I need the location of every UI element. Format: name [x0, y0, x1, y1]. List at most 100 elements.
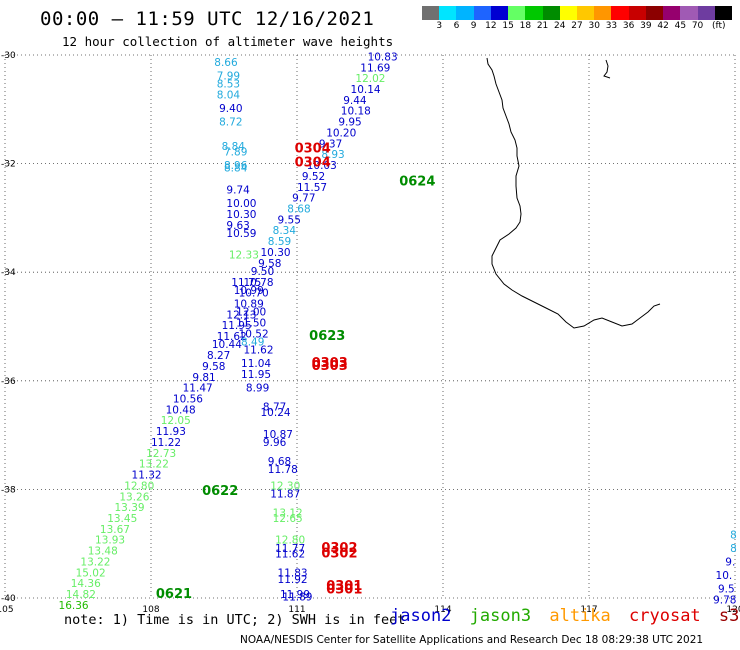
- wave-height-label: 9.44: [343, 95, 367, 107]
- wave-height-label: 8.84: [224, 163, 248, 175]
- x-tick-label: 117: [580, 605, 597, 615]
- wave-height-label: 11.95: [241, 369, 271, 381]
- wave-height-label: 8.99: [246, 383, 269, 395]
- wave-height-label: 12.80: [124, 480, 154, 492]
- wave-height-label: 10.44: [212, 339, 242, 351]
- wave-height-label: 9.63: [226, 220, 249, 232]
- track-time-label: 0622: [202, 484, 238, 499]
- wave-height-label: 11.89: [282, 592, 312, 604]
- legend-jason2: jason2: [390, 606, 452, 626]
- colorbar-label: 42: [657, 21, 669, 31]
- legend-altika: altika: [549, 606, 611, 626]
- wave-height-label: 8.53: [217, 79, 240, 91]
- colorbar-label: 3: [436, 21, 443, 31]
- wave-height-label: 14.36: [71, 578, 101, 590]
- colorbar-label: 6: [453, 21, 460, 31]
- wave-height-label: 9.: [725, 556, 735, 568]
- wave-height-label: 10.18: [341, 106, 371, 118]
- colorbar-swatch: [611, 6, 629, 20]
- axis-tick-labels: 105 108 111 114 117 120 -30 -32 -34 -36 -38 -40: [0, 51, 740, 615]
- page-subtitle: 12 hour collection of altimeter wave hei…: [62, 34, 394, 49]
- wave-height-label: 11.93: [156, 426, 186, 438]
- wave-height-label: 8.27: [207, 350, 230, 362]
- x-tick-label: 108: [142, 605, 159, 615]
- wave-height-label: 10.30: [261, 247, 291, 259]
- track-time-label: 0303: [312, 359, 348, 374]
- wave-height-label: 13.93: [95, 535, 125, 547]
- colorbar-swatch: [456, 6, 474, 20]
- track-time-label: 0623: [309, 329, 345, 344]
- wave-height-label: 14.82: [66, 589, 96, 601]
- wave-height-label: 9.74: [226, 184, 250, 196]
- colorbar-swatch: [508, 6, 526, 20]
- colorbar-swatch: [422, 6, 440, 20]
- wave-height-label: 11.32: [132, 470, 162, 482]
- y-tick-label: -30: [1, 51, 16, 61]
- colorbar-label: 15: [502, 21, 514, 31]
- colorbar-swatch: [645, 6, 664, 20]
- wave-height-label: 12.13: [226, 309, 256, 321]
- wave-height-label: 10.89: [234, 298, 264, 310]
- colorbar-swatch: [594, 6, 612, 20]
- wave-height-label: 9.55: [278, 214, 301, 226]
- wave-height-label: 8.59: [268, 236, 291, 248]
- colorbar-label: 12: [485, 21, 497, 31]
- wave-height-label: 8: [730, 529, 737, 541]
- wave-height-label: 12.05: [161, 415, 191, 427]
- colorbar-swatch: [439, 6, 457, 20]
- y-tick-label: -32: [1, 160, 16, 170]
- wave-height-label: 9.68: [268, 456, 291, 468]
- colorbar-swatch: [576, 6, 595, 20]
- wave-height-label: 11.50: [236, 318, 266, 330]
- wave-height-label: 11.69: [360, 62, 390, 74]
- wave-height-label: 15.02: [76, 567, 106, 579]
- colorbar-label: 33: [605, 21, 618, 31]
- wave-height-values: 10.8311.6912.0210.149.4410.189.9510.209.…: [59, 51, 737, 611]
- colorbar-swatch: [680, 6, 698, 20]
- track-time-label: 0304: [295, 155, 331, 170]
- wave-height-label: 10.03: [307, 160, 337, 172]
- wave-height-label: 10.87: [263, 429, 293, 441]
- legend-s3a: s3a: [718, 606, 740, 626]
- satellite-legend: jason2 jason3 altika cryosat s3a: [390, 606, 740, 626]
- wave-height-label: 9.77: [292, 193, 315, 205]
- track-time-label: 0302: [321, 541, 357, 556]
- wave-height-label: 13.48: [88, 546, 118, 558]
- x-tick-label: 120: [726, 605, 740, 615]
- wave-height-label: 10.83: [368, 51, 398, 63]
- wave-height-label: 11.75: [231, 277, 261, 289]
- colorbar-label: 30: [588, 21, 600, 31]
- wave-height-label: 11.62: [243, 345, 273, 357]
- colorbar-label: 45: [674, 21, 687, 31]
- track-time-label: 0302: [321, 546, 357, 561]
- wave-height-label: 9.37: [319, 138, 342, 150]
- wave-height-label: 10.00: [226, 198, 256, 210]
- wave-height-label: 10.24: [261, 407, 291, 419]
- colorbar-swatch: [714, 6, 732, 20]
- wave-height-label: 12.33: [229, 250, 259, 262]
- x-tick-label: 114: [434, 605, 451, 615]
- colorbar-label: 36: [622, 21, 635, 31]
- wave-height-label: 11.92: [278, 574, 308, 586]
- colorbar-swatch: [490, 6, 509, 20]
- wave-height-label: 11.62: [275, 548, 305, 560]
- wave-height-label: 9.50: [251, 266, 274, 278]
- wave-height-label: 11.87: [270, 489, 300, 501]
- coastline-australia: [486, 57, 661, 329]
- wave-height-label: 8.77: [263, 402, 286, 414]
- wave-height-label: 8.66: [214, 57, 238, 69]
- colorbar-label: (ft): [711, 21, 726, 31]
- wave-height-label: 9.78: [713, 594, 736, 606]
- wave-height-label: 13.26: [119, 491, 149, 503]
- x-tick-label: 111: [288, 605, 305, 615]
- credit-line: NOAA/NESDIS Center for Satellite Applica…: [240, 634, 704, 646]
- wave-height-label: 8.68: [287, 203, 310, 215]
- legend-cryosat: cryosat: [629, 606, 701, 626]
- wave-height-label: 12.00: [236, 307, 266, 319]
- wave-height-label: 11.04: [241, 358, 271, 370]
- track-time-label: 0301: [326, 579, 362, 594]
- colorbar-label: 18: [519, 21, 532, 31]
- wave-height-label: 16.36: [59, 600, 89, 612]
- wave-height-label: 10.78: [243, 277, 273, 289]
- page-title: 00:00 – 11:59 UTC 12/16/2021: [40, 8, 375, 30]
